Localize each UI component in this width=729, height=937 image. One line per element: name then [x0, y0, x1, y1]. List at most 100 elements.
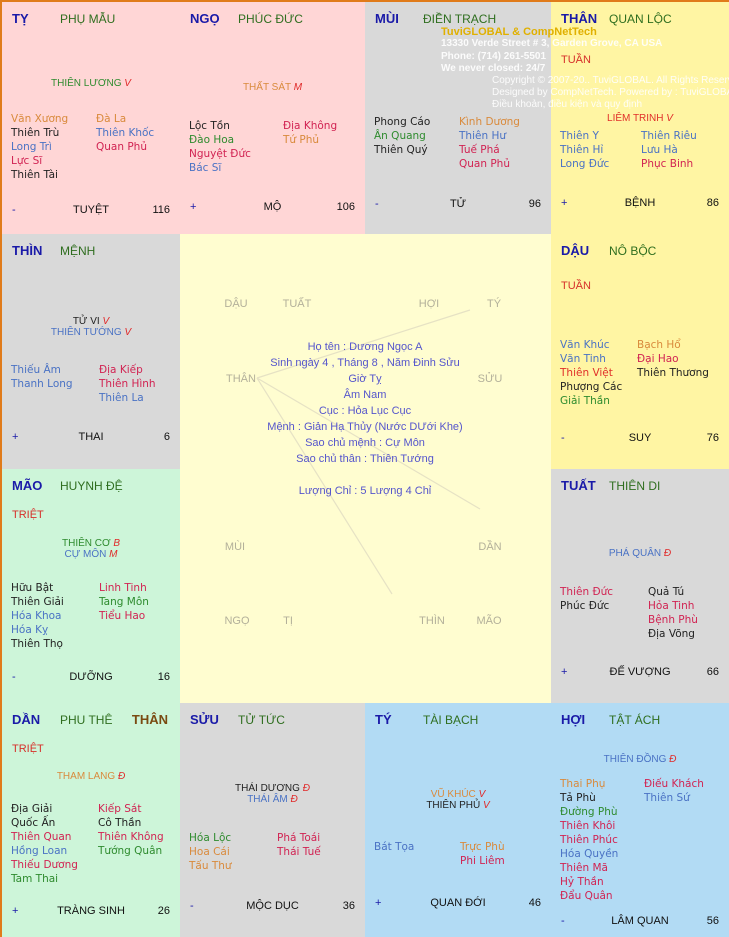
minor-stars-left: Địa Giải Quốc Ấn Thiên Quan Hồng Loan Thiếu …	[11, 802, 78, 886]
minor-star: Đẩu Quân	[560, 890, 613, 902]
minor-star: Tiểu Hao	[99, 610, 146, 622]
palace-cell-4[interactable]: THÌN MỆNH TỬ VI V THIÊN TƯỚNG V Thiếu Âm Than…	[2, 234, 180, 469]
marker-label: TUẦN	[561, 54, 591, 66]
minor-star: Nguyệt Đức	[189, 148, 251, 160]
minor-star: Thiên La	[99, 392, 144, 404]
overlay-designed: Designed by CompNetTech. Powered by : Tu…	[492, 87, 729, 98]
minor-star: Lưu Hà	[641, 144, 678, 156]
main-star-grade: V	[124, 78, 131, 89]
info-line: Lượng Chỉ : 5 Lượng 4 Chỉ	[298, 485, 432, 497]
main-stars: THIÊN CƠ B CỰ MÔN M	[2, 538, 180, 560]
year-branch-label: NGỌ	[224, 615, 250, 627]
minor-star: Đại Hao	[637, 353, 679, 365]
minor-star: Thiên Hư	[459, 130, 506, 142]
overlay-terms-link[interactable]: Điều khoản, điều kiện và quy định	[492, 99, 643, 110]
stage-label: TRÀNG SINH	[57, 905, 125, 917]
main-stars: TỬ VI V THIÊN TƯỚNG V	[2, 316, 180, 338]
minor-star: Địa Kiếp	[99, 364, 143, 376]
minor-star: Tang Môn	[99, 596, 149, 608]
minor-star: Tuế Phá	[459, 144, 500, 156]
palace-label: TỬ TỨC	[238, 713, 285, 727]
minor-star: Cô Thần	[98, 817, 142, 829]
palace-cell-9[interactable]: SỬU TỬ TỨC THÁI DƯƠNG Đ THÁI ÂM Đ Hóa Lộc Hoa…	[180, 703, 365, 937]
main-stars: LIÊM TRINH V	[551, 113, 729, 124]
minor-stars-right: Bạch Hổ Đại Hao Thiên Thương	[637, 338, 709, 380]
minor-star: Thiên Quý	[374, 144, 428, 156]
sign-label: -	[375, 198, 379, 210]
palace-cell-3[interactable]: THÂN QUAN LỘC TUẦN LIÊM TRINH V Thiên Y Thiên…	[551, 2, 729, 234]
sign-label: +	[561, 197, 568, 209]
year-branch-label: TUẤT	[282, 298, 312, 310]
main-star-grade: Đ	[663, 548, 672, 559]
main-star-grade: V	[124, 327, 132, 338]
age-label: 16	[157, 671, 170, 683]
marker-label: TRIỆT	[12, 743, 44, 755]
overlay-phone: Phone: (714) 261-5501	[441, 51, 547, 62]
main-star-grade: Đ	[669, 754, 677, 765]
branch-label: DẦN	[12, 712, 41, 727]
minor-star: Lộc Tồn	[189, 120, 230, 132]
minor-star: Thiên Đức	[560, 586, 614, 598]
main-star: THẤT SÁT M	[180, 82, 365, 93]
year-branch-label: DẬU	[224, 298, 248, 310]
minor-star: Quan Phủ	[459, 158, 510, 170]
minor-star: Thiên Giải	[11, 596, 64, 608]
palace-cell-10[interactable]: TÝ TÀI BẠCH VŨ KHÚC V THIÊN PHỦ V Bát Tọa Trự…	[365, 703, 551, 937]
palace-cell-5[interactable]: DẬU NÔ BỘC TUẦN Văn Khúc Văn Tinh Thiên Việt P…	[551, 234, 729, 469]
minor-stars-right: Thiên Riêu Lưu Hà Phục Binh	[641, 129, 697, 171]
stage-label: THAI	[78, 431, 104, 443]
main-star-grade: V	[666, 113, 673, 124]
palace-cell-1[interactable]: NGỌ PHÚC ĐỨC THẤT SÁT M Lộc Tồn Đào Hoa Nguyệ…	[180, 2, 365, 234]
palace-cell-0[interactable]: TỴ PHỤ MẪU THIÊN LƯƠNG V Văn Xương Thiên Trù…	[2, 2, 180, 234]
palace-label: ĐIỀN TRẠCH	[423, 12, 497, 26]
branch-label: NGỌ	[190, 11, 220, 26]
palace-label: HUYNH ĐỆ	[60, 479, 123, 493]
main-star-grade: B	[113, 538, 121, 549]
minor-star: Thiên Hỉ	[560, 144, 604, 156]
minor-star: Tam Thai	[11, 873, 59, 885]
minor-star: Văn Tinh	[560, 353, 606, 365]
minor-stars-right: Quả Tú Hỏa Tinh Bệnh Phù Địa Võng	[648, 585, 698, 641]
minor-star: Phá Toái	[277, 832, 321, 844]
minor-star: Tả Phù	[560, 792, 596, 804]
year-branch-label: HỢI	[418, 298, 440, 310]
minor-star: Địa Giải	[11, 803, 53, 815]
minor-star: Bệnh Phù	[648, 614, 698, 626]
palace-cell-8[interactable]: DẦN PHU THÊ THÂN TRIỆT THAM LANG Đ Địa Giải Qu…	[2, 703, 180, 937]
info-line: Họ tên : Dương Ngọc A	[307, 341, 423, 353]
year-branch-label: MÙI	[224, 541, 246, 553]
main-star-grade: Đ	[302, 783, 310, 794]
palace-label: TẬT ÁCH	[609, 713, 661, 727]
age-label: 36	[342, 900, 355, 912]
minor-star: Lực Sĩ	[11, 155, 43, 167]
palace-cell-7[interactable]: TUẤT THIÊN DI PHÁ QUÂN Đ Thiên Đức Phúc Đức Q…	[551, 469, 729, 703]
palace-cell-11[interactable]: HỢI TẬT ÁCH THIÊN ĐỒNG Đ Thai Phụ Tả Phù Đườn…	[551, 703, 729, 937]
stage-label: MỘ	[263, 201, 282, 213]
main-star: THÁI DƯƠNG Đ	[180, 783, 365, 794]
main-star-name: THIÊN ĐỒNG	[603, 754, 667, 765]
minor-star: Thiên Riêu	[641, 130, 697, 142]
year-branch-label: TÝ	[486, 298, 502, 310]
minor-stars-left: Hữu Bật Thiên Giải Hóa Khoa Hóa Kỵ Thiên Thọ	[11, 581, 64, 651]
main-star: THIÊN TƯỚNG V	[2, 327, 180, 338]
stage-label: SUY	[628, 432, 652, 444]
palace-label: MỆNH	[60, 244, 96, 258]
palace-cell-2[interactable]: MÙI ĐIỀN TRẠCH Phong Cáo Ân Quang Thiên Quý K…	[365, 2, 551, 234]
palace-cell-6[interactable]: MÃO HUYNH ĐỆ TRIỆT THIÊN CƠ B CỰ MÔN M Hữu Bậ…	[2, 469, 180, 703]
main-star: THIÊN ĐỒNG Đ	[551, 754, 729, 765]
minor-stars-right: Địa Không Tứ Phủ	[283, 119, 337, 147]
main-star-name: THIÊN CƠ	[61, 538, 111, 549]
minor-star: Phúc Đức	[560, 600, 610, 612]
main-star-name: THÁI ÂM	[247, 794, 288, 805]
main-star: THIÊN LƯƠNG V	[2, 78, 180, 89]
year-branch-label: DẦN	[478, 541, 502, 553]
age-label: 116	[152, 204, 170, 216]
minor-star: Long Trì	[11, 141, 52, 153]
stage-label: LÂM QUAN	[611, 915, 669, 927]
main-star-name: CỰ MÔN	[64, 549, 107, 560]
minor-star: Thái Tuế	[277, 846, 321, 858]
minor-star: Tứ Phủ	[283, 134, 320, 146]
minor-star: Bát Tọa	[374, 841, 415, 853]
minor-star: Giải Thần	[560, 395, 610, 407]
minor-stars-left: Thiếu Âm Thanh Long	[11, 363, 73, 391]
